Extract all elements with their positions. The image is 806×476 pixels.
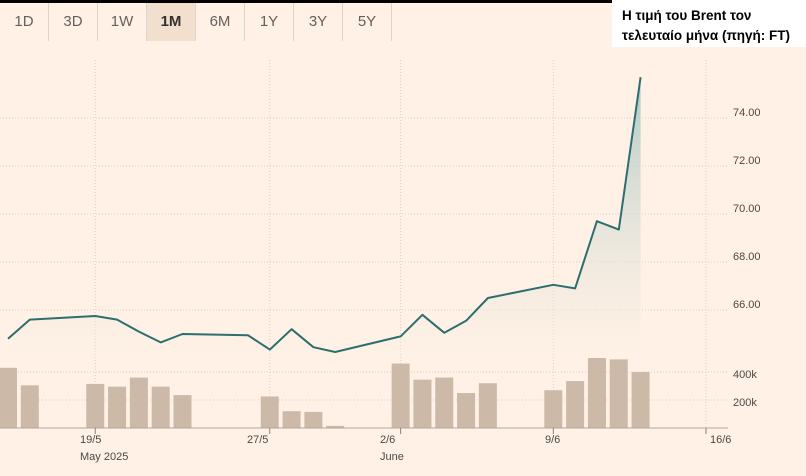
x-month-june: June	[380, 451, 404, 463]
volume-bar	[129, 377, 148, 428]
tab-1m[interactable]: 1M	[147, 3, 196, 41]
volume-bar	[282, 411, 301, 428]
volume-bar	[326, 425, 345, 428]
volume-bars	[0, 358, 650, 428]
caption-line-1: Η τιμή του Brent τον	[622, 8, 752, 23]
tab-1w[interactable]: 1W	[98, 3, 147, 41]
x-tick-9-6: 9/6	[545, 434, 560, 446]
x-month-may: May 2025	[80, 451, 128, 463]
volume-bar	[20, 385, 39, 428]
volume-bar	[86, 383, 105, 428]
volume-bar	[260, 396, 279, 428]
volume-bar	[478, 383, 497, 428]
tab-5y[interactable]: 5Y	[343, 3, 392, 41]
price-line	[7, 77, 642, 353]
price-line-group	[7, 77, 642, 353]
x-tick-27-5: 27/5	[247, 434, 268, 446]
y-tick-66: 66.00	[733, 299, 761, 311]
volume-bar	[413, 379, 432, 428]
top-rule	[0, 0, 612, 3]
volume-bar	[544, 390, 563, 428]
x-tick-16-6: 16/6	[710, 434, 731, 446]
volume-bar	[631, 372, 650, 428]
y-tick-72: 72.00	[733, 155, 761, 167]
tab-3d[interactable]: 3D	[49, 3, 98, 41]
y-tick-68: 68.00	[733, 251, 761, 263]
x-tick-2-6: 2/6	[380, 434, 395, 446]
price-area	[8, 77, 641, 358]
price-area-fill	[8, 77, 641, 358]
chart-caption: Η τιμή του Brent τον τελευταίο μήνα (πηγ…	[612, 0, 806, 47]
volume-bar	[457, 393, 476, 428]
volume-bar	[151, 386, 170, 428]
y-tick-74: 74.00	[733, 107, 761, 119]
volume-bar	[391, 363, 410, 428]
tab-1y[interactable]: 1Y	[245, 3, 294, 41]
caption-line-2: τελευταίο μήνα (πηγή: FT)	[622, 28, 791, 43]
volume-bar	[566, 381, 585, 428]
vol-tick-200k: 200k	[733, 397, 757, 409]
tab-1d[interactable]: 1D	[0, 3, 49, 41]
volume-bar	[0, 367, 17, 428]
volume-bar	[304, 411, 323, 428]
tab-6m[interactable]: 6M	[196, 3, 245, 41]
y-tick-70: 70.00	[733, 203, 761, 215]
vol-tick-400k: 400k	[733, 369, 757, 381]
x-tick-19-5: 19/5	[80, 434, 101, 446]
axes	[0, 427, 728, 434]
volume-bar	[587, 358, 606, 428]
volume-bar	[609, 359, 628, 428]
tab-3y[interactable]: 3Y	[294, 3, 343, 41]
range-tabs: 1D 3D 1W 1M 6M 1Y 3Y 5Y	[0, 3, 392, 41]
volume-bar	[435, 377, 454, 428]
volume-bar	[108, 386, 127, 428]
volume-bar	[173, 395, 192, 428]
